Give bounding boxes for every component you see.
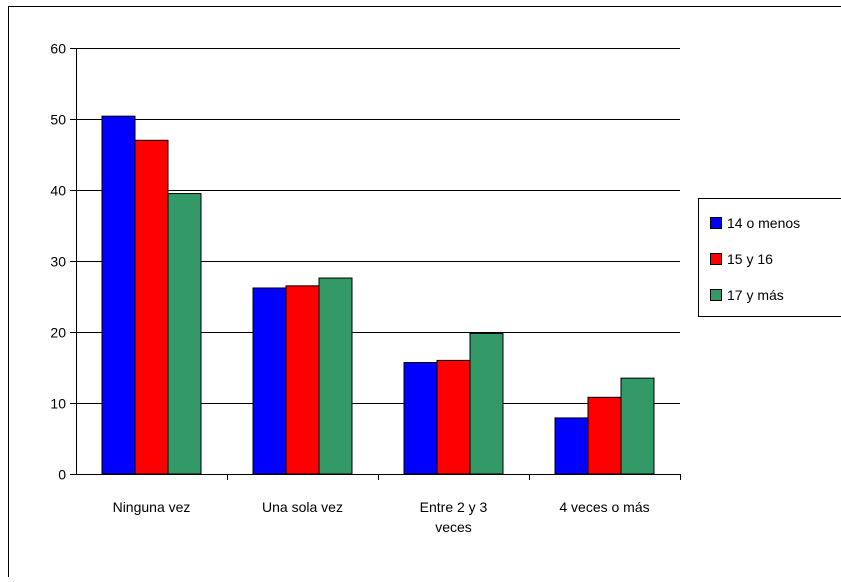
bar-17-y-más-1 (319, 278, 352, 474)
y-tick-label: 0 (58, 467, 66, 483)
bar-17-y-más-3 (621, 378, 654, 474)
legend-swatch (711, 218, 722, 229)
y-tick-label: 10 (50, 396, 66, 412)
x-tick-label: Ninguna vez (113, 499, 191, 515)
x-tick-label: veces (435, 519, 472, 535)
bar-17-y-más-2 (470, 333, 503, 474)
bar-14-o-menos-3 (555, 418, 588, 474)
y-tick-label: 30 (50, 254, 66, 270)
x-tick-labels: Ninguna vez Una sola vez Entre 2 y 3 veces 4… (113, 499, 650, 535)
legend-swatch (711, 290, 722, 301)
legend: 14 o menos 15 y 16 17 y más (699, 199, 841, 317)
legend-label: 14 o menos (727, 215, 800, 231)
y-tick-label: 40 (50, 183, 66, 199)
bar-15-y-16-3 (588, 397, 621, 474)
legend-swatch (711, 254, 722, 265)
bars (102, 116, 654, 474)
bar-15-y-16-1 (286, 286, 319, 474)
bar-15-y-16-0 (135, 140, 168, 474)
y-tick-label: 50 (50, 112, 66, 128)
x-tick-label: Una sola vez (262, 499, 343, 515)
bar-14-o-menos-0 (102, 116, 135, 474)
legend-label: 15 y 16 (727, 251, 773, 267)
y-tick-label: 60 (50, 41, 66, 57)
x-tick-label: Entre 2 y 3 (420, 499, 488, 515)
y-tick-label: 20 (50, 325, 66, 341)
y-tick-labels: 0 10 20 30 40 50 60 (50, 41, 66, 483)
bar-17-y-más-0 (168, 194, 201, 474)
bar-15-y-16-2 (437, 360, 470, 474)
x-tick-label: 4 veces o más (559, 499, 649, 515)
bar-14-o-menos-1 (253, 288, 286, 474)
bar-14-o-menos-2 (404, 363, 437, 474)
legend-label: 17 y más (727, 287, 784, 303)
